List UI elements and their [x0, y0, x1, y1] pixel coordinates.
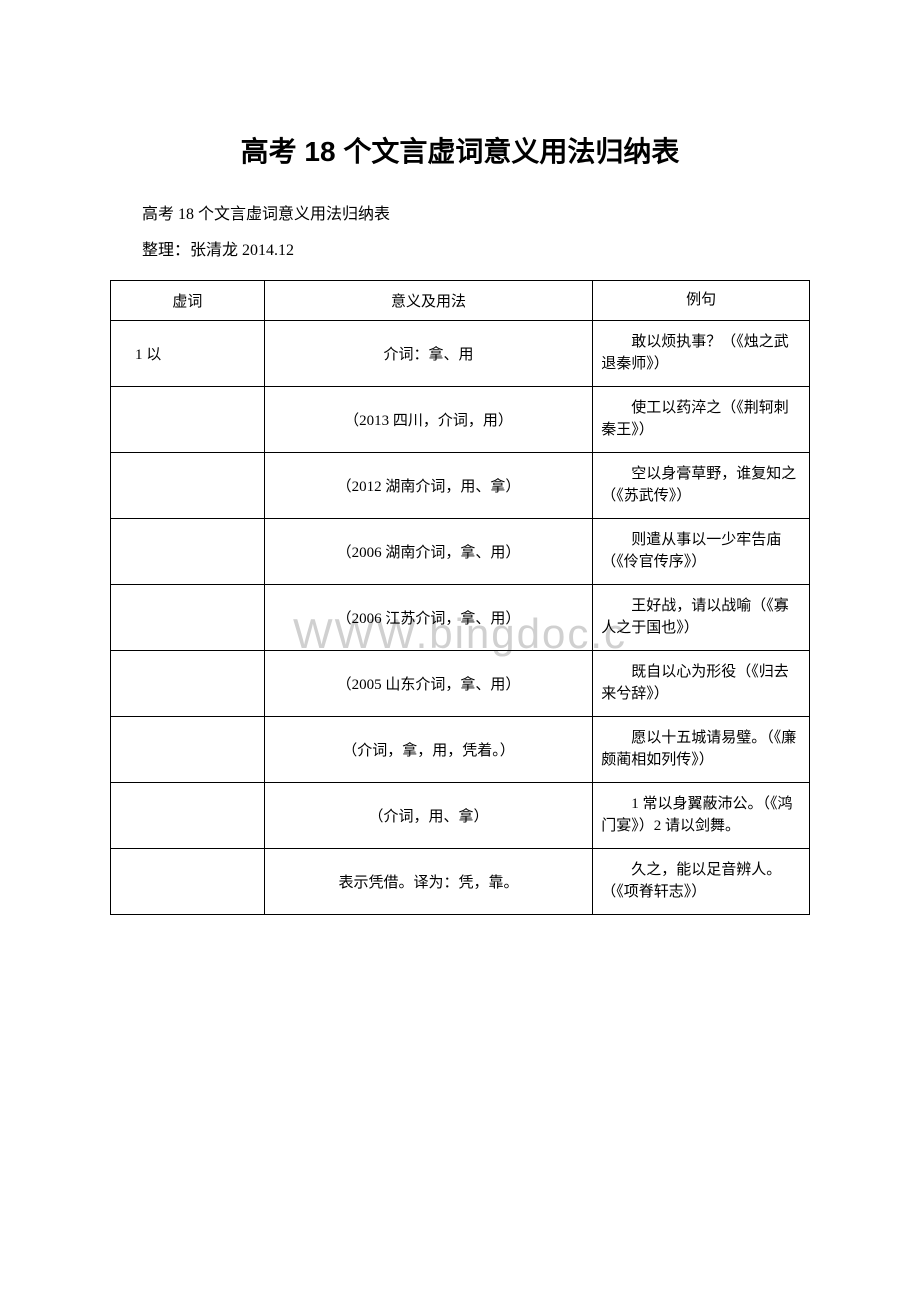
table-row: （2012 湖南介词，用、拿） 空以身膏草野，谁复知之（《苏武传》） — [111, 452, 810, 518]
table-header-row: 虚词 意义及用法 例句 — [111, 281, 810, 321]
cell-meaning: 介词：拿、用 — [264, 320, 593, 386]
cell-meaning: （介词，用、拿） — [264, 782, 593, 848]
table-row: （2005 山东介词，拿、用） 既自以心为形役（《归去来兮辞》） — [111, 650, 810, 716]
cell-meaning: （介词，拿，用，凭着。） — [264, 716, 593, 782]
cell-example: 1 常以身翼蔽沛公。（《鸿门宴》）2 请以剑舞。 — [593, 782, 810, 848]
cell-example: 久之，能以足音辨人。（《项脊轩志》） — [593, 848, 810, 914]
table-row: 1 以 介词：拿、用 敢以烦执事？（《烛之武退秦师》） — [111, 320, 810, 386]
table-row: （介词，拿，用，凭着。） 愿以十五城请易璧。（《廉颇蔺相如列传》） — [111, 716, 810, 782]
header-col3: 例句 — [593, 281, 810, 321]
cell-example: 敢以烦执事？（《烛之武退秦师》） — [593, 320, 810, 386]
cell-word — [111, 584, 265, 650]
table-row: （介词，用、拿） 1 常以身翼蔽沛公。（《鸿门宴》）2 请以剑舞。 — [111, 782, 810, 848]
table-row: （2013 四川，介词，用） 使工以药淬之（《荆轲刺秦王》） — [111, 386, 810, 452]
cell-example: 空以身膏草野，谁复知之（《苏武传》） — [593, 452, 810, 518]
cell-meaning: （2006 湖南介词，拿、用） — [264, 518, 593, 584]
cell-meaning: （2005 山东介词，拿、用） — [264, 650, 593, 716]
header-col1: 虚词 — [111, 281, 265, 321]
subtitle: 高考 18 个文言虚词意义用法归纳表 — [110, 200, 810, 224]
cell-word — [111, 518, 265, 584]
author-line: 整理：张清龙 2014.12 — [110, 236, 810, 260]
header-col2: 意义及用法 — [264, 281, 593, 321]
document-content: 高考 18 个文言虚词意义用法归纳表 高考 18 个文言虚词意义用法归纳表 整理… — [110, 130, 810, 915]
table-row: 表示凭借。译为：凭，靠。 久之，能以足音辨人。（《项脊轩志》） — [111, 848, 810, 914]
cell-word — [111, 782, 265, 848]
cell-word — [111, 716, 265, 782]
page-title: 高考 18 个文言虚词意义用法归纳表 — [110, 130, 810, 170]
cell-example: 愿以十五城请易璧。（《廉颇蔺相如列传》） — [593, 716, 810, 782]
table-row: （2006 江苏介词，拿、用） 王好战，请以战喻（《寡人之于国也》） — [111, 584, 810, 650]
cell-word — [111, 452, 265, 518]
cell-word — [111, 848, 265, 914]
cell-word — [111, 386, 265, 452]
cell-meaning: （2012 湖南介词，用、拿） — [264, 452, 593, 518]
cell-example: 使工以药淬之（《荆轲刺秦王》） — [593, 386, 810, 452]
vocabulary-table: 虚词 意义及用法 例句 1 以 介词：拿、用 敢以烦执事？（《烛之武退秦师》） … — [110, 280, 810, 915]
cell-example: 则遣从事以一少牢告庙（《伶官传序》） — [593, 518, 810, 584]
cell-meaning: （2013 四川，介词，用） — [264, 386, 593, 452]
cell-example: 王好战，请以战喻（《寡人之于国也》） — [593, 584, 810, 650]
cell-example: 既自以心为形役（《归去来兮辞》） — [593, 650, 810, 716]
table-row: （2006 湖南介词，拿、用） 则遣从事以一少牢告庙（《伶官传序》） — [111, 518, 810, 584]
cell-word — [111, 650, 265, 716]
cell-word: 1 以 — [111, 320, 265, 386]
cell-meaning: 表示凭借。译为：凭，靠。 — [264, 848, 593, 914]
cell-meaning: （2006 江苏介词，拿、用） — [264, 584, 593, 650]
